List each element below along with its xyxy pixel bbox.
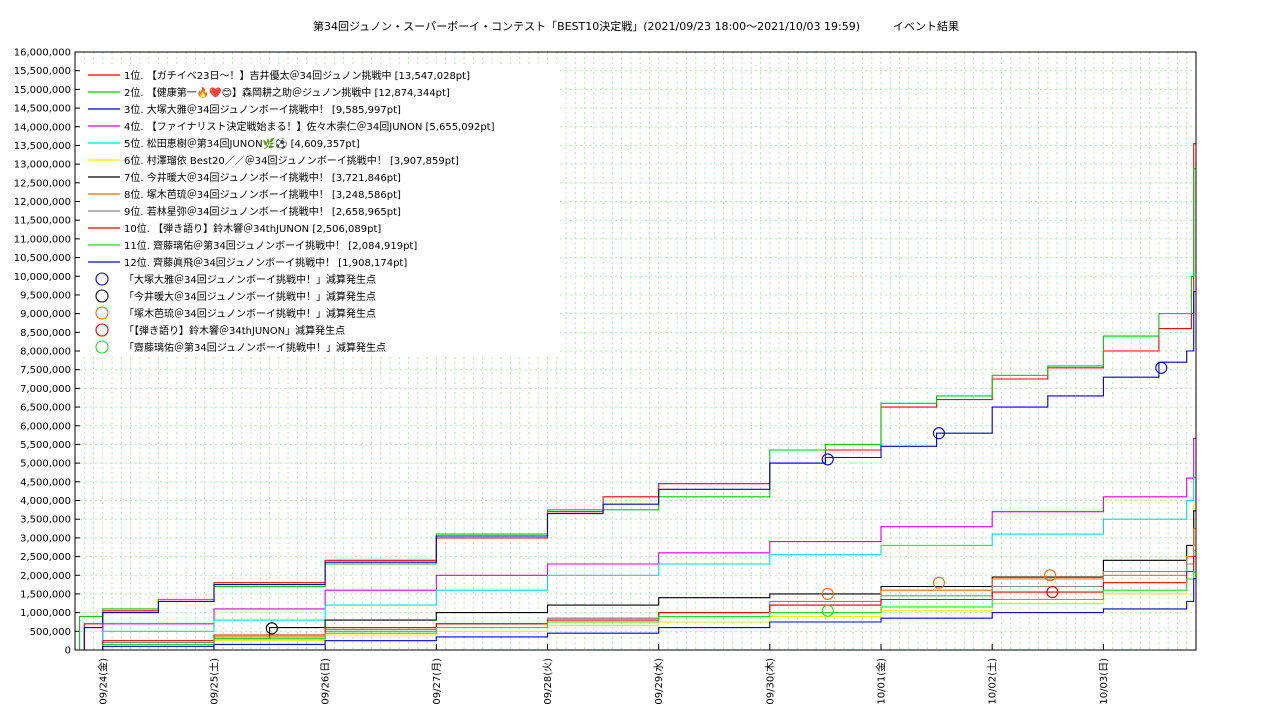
- y-tick-label: 9,500,000: [20, 290, 71, 301]
- y-tick-label: 15,500,000: [14, 66, 71, 77]
- deduction-marker: [821, 587, 834, 600]
- legend-label: 2位. 【健康第一🔥❤️😊】森岡耕之助＠ジュノン挑戦中 [12,874,344p…: [124, 86, 450, 99]
- y-tick-label: 6,500,000: [20, 403, 71, 414]
- y-tick-label: 6,000,000: [20, 421, 71, 432]
- y-tick-label: 3,000,000: [20, 533, 71, 544]
- x-tick-label: 09/24(金): [96, 658, 109, 705]
- y-tick-label: 2,500,000: [20, 552, 71, 563]
- y-tick-label: 500,000: [30, 627, 71, 638]
- y-tick-label: 15,000,000: [14, 85, 71, 96]
- x-tick-label: 10/02(土): [986, 658, 999, 705]
- legend-marker: [95, 272, 109, 286]
- deduction-marker: [821, 604, 834, 617]
- legend-label: 9位. 若林星弥＠34回ジュノンボーイ挑戦中！ [2,658,965pt]: [124, 205, 401, 218]
- y-tick-label: 16,000,000: [14, 48, 71, 59]
- legend-label: 1位. 【ガチイベ23日〜！】吉井優太＠34回ジュノン挑戦中 [13,547,0…: [124, 69, 470, 82]
- marker-group: [265, 361, 1168, 635]
- x-tick-label: 09/28(火): [542, 658, 554, 705]
- legend-label: 7位. 今井暖大＠34回ジュノンボーイ挑戦中！ [3,721,846pt]: [124, 171, 401, 184]
- deduction-marker: [265, 622, 278, 635]
- y-tick-label: 4,000,000: [20, 496, 71, 507]
- y-tick-label: 13,000,000: [14, 160, 71, 171]
- deduction-marker: [821, 453, 834, 466]
- series-group: [75, 143, 1196, 651]
- y-tick-label: 14,500,000: [14, 104, 71, 115]
- y-tick-label: 10,500,000: [14, 253, 71, 264]
- deduction-marker: [932, 427, 945, 440]
- series-line: [75, 503, 1196, 651]
- y-tick-label: 13,500,000: [14, 141, 71, 152]
- legend-background: [80, 64, 560, 357]
- legend-marker: [95, 340, 109, 354]
- x-tick-label: 09/30(木): [764, 658, 776, 705]
- y-tick-label: 1,000,000: [20, 608, 71, 619]
- legend-label: 「齋藤璃佑＠第34回ジュノンボーイ挑戦中！」減算発生点: [124, 341, 386, 354]
- deduction-marker: [1155, 361, 1168, 374]
- legend-marker: [95, 323, 109, 337]
- y-tick-label: 12,500,000: [14, 178, 71, 189]
- series-line: [75, 168, 1196, 651]
- y-tick-label: 8,000,000: [20, 347, 71, 358]
- series-line: [75, 510, 1196, 651]
- series-line: [75, 571, 1196, 651]
- y-tick-label: 11,000,000: [14, 234, 71, 245]
- x-tick-label: 10/01(金): [875, 658, 888, 705]
- y-axis: 0 500,000 1,000,000 1,500,000 2,000,000 2,500…: [14, 48, 80, 657]
- legend-label: 「大塚大雅＠34回ジュノンボーイ挑戦中！」減算発生点: [124, 273, 376, 286]
- y-tick-label: 5,000,000: [20, 459, 71, 470]
- legend-label: 3位. 大塚大雅＠34回ジュノンボーイ挑戦中！ [9,585,997pt]: [124, 103, 401, 116]
- series-line: [75, 578, 1196, 651]
- series-line: [75, 291, 1196, 651]
- y-tick-label: 3,500,000: [20, 515, 71, 526]
- y-tick-label: 7,500,000: [20, 365, 71, 376]
- x-axis: 09/24(金) 09/25(土) 09/26(日) 09/27(月) 09/28(火)…: [96, 644, 1110, 705]
- x-tick-label: 09/25(土): [207, 658, 220, 705]
- legend-marker: [95, 289, 109, 303]
- y-tick-label: 4,500,000: [20, 477, 71, 488]
- legend-label: 8位. 塚木芭琉＠34回ジュノンボーイ挑戦中！ [3,248,586pt]: [124, 188, 401, 201]
- y-tick-label: 8,500,000: [20, 328, 71, 339]
- y-tick-label: 10,000,000: [14, 272, 71, 283]
- y-tick-label: 12,000,000: [14, 197, 71, 208]
- legend-label: 6位. 村澤瑠依 Best20／／＠34回ジュノンボーイ挑戦中！ [3,907,…: [124, 154, 459, 167]
- y-tick-label: 11,500,000: [14, 216, 71, 227]
- legend-label: 「【弾き語り】鈴木響＠34thJUNON」減算発生点: [124, 324, 345, 337]
- legend-label: 「塚木芭琉＠34回ジュノンボーイ挑戦中！」減算発生点: [124, 307, 376, 320]
- series-line: [75, 555, 1196, 651]
- y-tick-label: 5,500,000: [20, 440, 71, 451]
- deduction-marker: [1044, 569, 1057, 582]
- legend-label: 12位. 齊藤眞飛＠34回ジュノンボーイ挑戦中！ [1,908,174pt]: [124, 256, 407, 269]
- plot-frame: [74, 51, 1197, 651]
- deduction-marker: [932, 576, 945, 589]
- deduction-marker: [1046, 586, 1059, 599]
- x-tick-label: 09/27(月): [431, 658, 443, 705]
- y-tick-label: 14,000,000: [14, 122, 71, 133]
- legend: 1位. 【ガチイベ23日〜！】吉井優太＠34回ジュノン挑戦中 [13,547,0…: [80, 64, 560, 357]
- legend-label: 4位. 【ファイナリスト決定戦始まる！】佐々木崇仁＠34回JUNON [5,65…: [124, 120, 495, 133]
- y-tick-label: 9,000,000: [20, 309, 71, 320]
- series-line: [75, 438, 1196, 651]
- series-line: [75, 477, 1196, 651]
- y-tick-label: 0: [65, 646, 71, 657]
- legend-marker: [95, 306, 109, 320]
- y-tick-label: 1,500,000: [20, 589, 71, 600]
- y-tick-label: 2,000,000: [20, 571, 71, 582]
- legend-label: 10位. 【弾き語り】鈴木響＠34thJUNON [2,506,089pt]: [124, 222, 381, 235]
- x-tick-label: 09/29(水): [653, 658, 665, 705]
- chart-title: 第34回ジュノン・スーパーボーイ・コンテスト「BEST10決定戦」(2021/0…: [313, 19, 959, 33]
- legend-label: 5位. 松田恵樹＠第34回JUNON🌿⚽ [4,609,357pt]: [124, 137, 360, 150]
- legend-label: 11位. 齋藤璃佑＠第34回ジュノンボーイ挑戦中！ [2,084,919pt]: [124, 239, 417, 252]
- x-tick-label: 09/26(日): [321, 658, 332, 705]
- y-tick-label: 7,000,000: [20, 384, 71, 395]
- legend-label: 「今井暖大＠34回ジュノンボーイ挑戦中！」減算発生点: [124, 290, 376, 303]
- x-tick-label: 10/03(日): [1099, 658, 1110, 705]
